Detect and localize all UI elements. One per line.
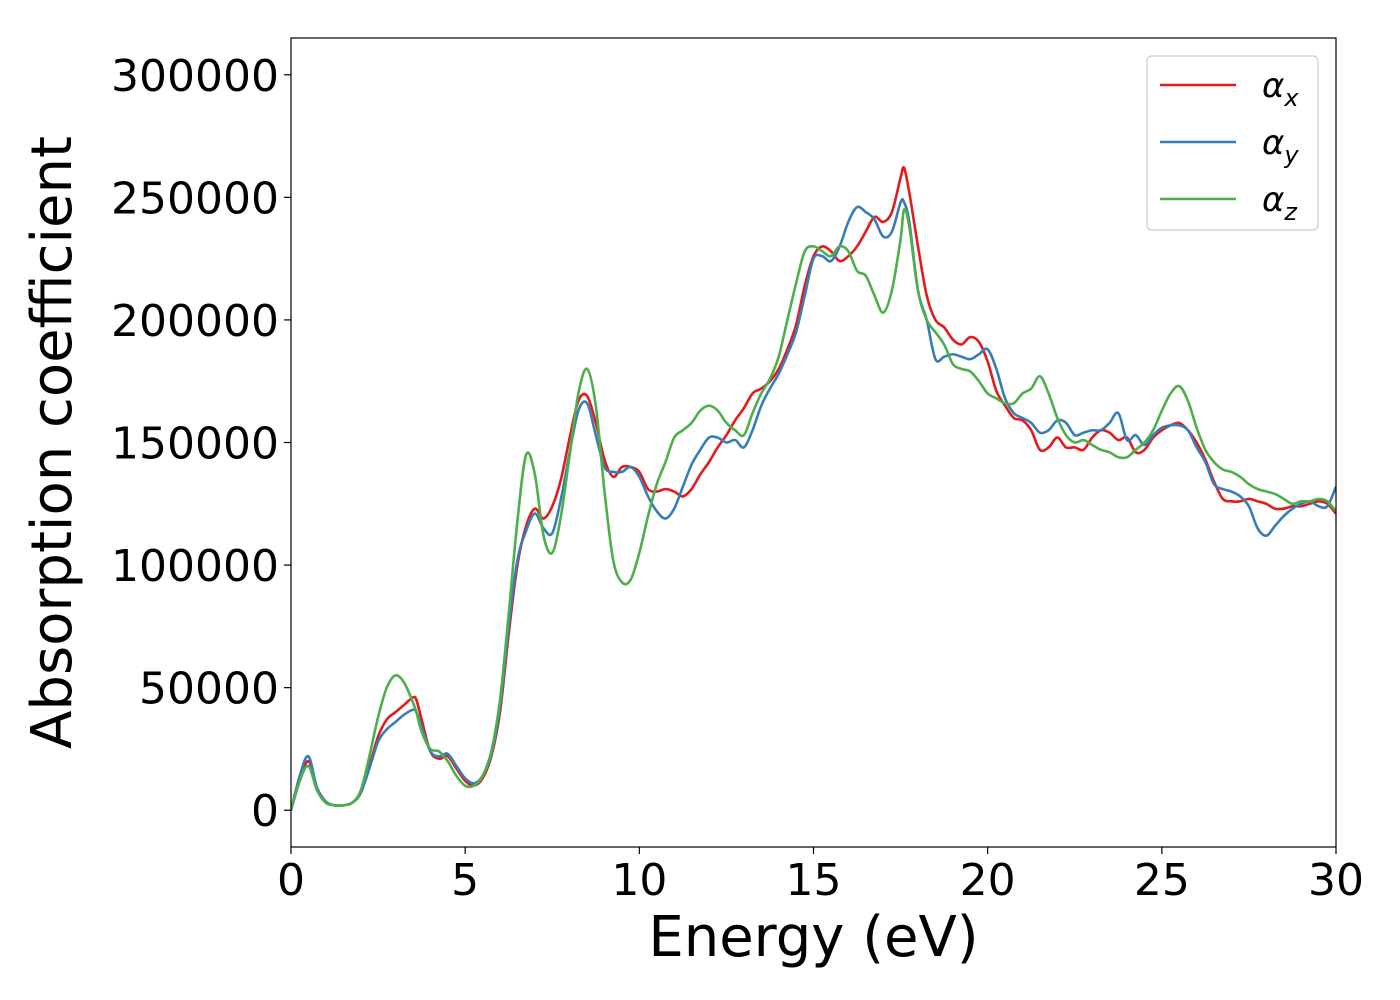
x-axis-label: Energy (eV) <box>648 905 978 970</box>
x-axis-ticks: 0 5 10 15 20 25 30 <box>277 847 1364 906</box>
series-line-y <box>291 197 1336 811</box>
y-tick-label: 150000 <box>111 419 279 470</box>
y-tick-label: 50000 <box>139 664 279 715</box>
x-tick-label: 25 <box>1134 855 1190 906</box>
x-tick-label: 30 <box>1308 855 1364 906</box>
y-tick-label: 200000 <box>111 296 279 347</box>
x-tick-label: 15 <box>786 855 842 906</box>
x-tick-label: 0 <box>277 855 305 906</box>
x-tick-label: 10 <box>611 855 667 906</box>
series-line-z <box>291 207 1336 811</box>
y-axis-ticks: 0 50000 100000 150000 200000 250000 300000 <box>111 51 291 837</box>
y-tick-label: 300000 <box>111 51 279 102</box>
y-tick-label: 100000 <box>111 541 279 592</box>
y-tick-label: 0 <box>251 786 279 837</box>
y-tick-label: 250000 <box>111 173 279 224</box>
series-layer <box>291 166 1336 811</box>
x-tick-label: 20 <box>960 855 1016 906</box>
x-tick-label: 5 <box>451 855 479 906</box>
y-axis-label: Absorption coefficient <box>20 136 85 749</box>
